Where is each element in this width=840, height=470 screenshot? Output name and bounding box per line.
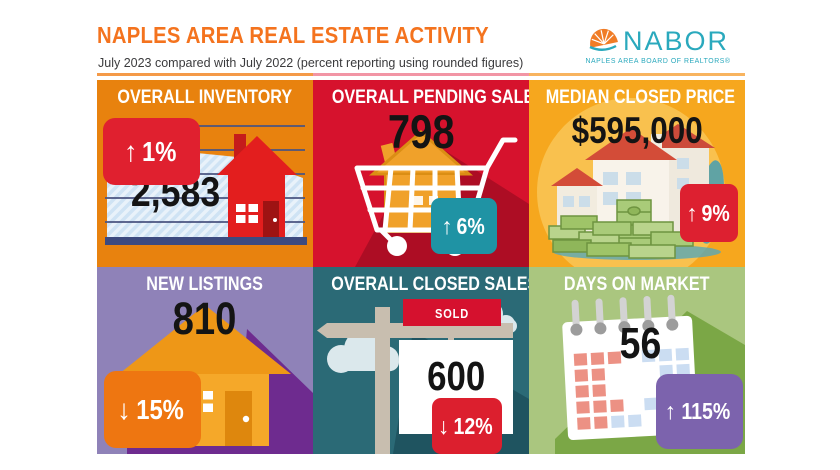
panel-overall-pending-sales: OVERALL PENDING SALES 798 ↑ 6%	[313, 80, 529, 267]
panel-title: DAYS ON MARKET	[564, 274, 710, 295]
panel-title: MEDIAN CLOSED PRICE	[545, 87, 736, 108]
inventory-change-badge: ↑ 1%	[103, 118, 200, 185]
up-arrow-icon: ↑	[664, 398, 676, 424]
new-listings-change-badge: ↓ 15%	[104, 371, 201, 448]
pending-sales-value: 798	[387, 105, 455, 158]
panel-title: OVERALL CLOSED SALES	[331, 274, 529, 295]
up-arrow-icon: ↑	[686, 199, 698, 226]
closed-sales-change-badge: ↓ 12%	[432, 398, 502, 454]
new-listings-value: 810	[173, 293, 237, 344]
panel-title: OVERALL INVENTORY	[117, 87, 293, 108]
logo-name: NABOR	[622, 26, 730, 56]
up-arrow-icon: ↑	[123, 135, 138, 167]
panel-new-listings: NEW LISTINGS 810 ↓ 15%	[97, 267, 313, 454]
days-on-market-change-badge: ↑ 115%	[656, 374, 743, 449]
page-subtitle: July 2023 compared with July 2022 (perce…	[98, 56, 524, 70]
infographic-body: NAPLES AREA REAL ESTATE ACTIVITY July 20…	[97, 12, 745, 454]
down-arrow-icon: ↓	[116, 393, 131, 425]
panel-days-on-market: DAYS ON MARKET 56 ↑ 115%	[529, 267, 745, 454]
panel-median-closed-price: MEDIAN CLOSED PRICE $595,000 ↑ 9%	[529, 80, 745, 267]
days-on-market-value: 56	[619, 319, 661, 368]
sold-banner: SOLD	[434, 305, 470, 321]
house-money-icon	[537, 98, 725, 267]
panel-grid: OVERALL INVENTORY 2,583 ↑ 1%	[97, 80, 745, 454]
change-percent: 12%	[453, 412, 493, 439]
down-arrow-icon: ↓	[437, 412, 450, 439]
pending-sales-change-badge: ↑ 6%	[431, 198, 497, 254]
median-price-change-badge: ↑ 9%	[680, 184, 738, 242]
header-divider	[97, 73, 745, 76]
page-title: NAPLES AREA REAL ESTATE ACTIVITY	[97, 22, 542, 49]
logo-tagline: NAPLES AREA BOARD OF REALTORS®	[585, 58, 731, 65]
shell-icon	[589, 28, 618, 51]
panel-title: NEW LISTINGS	[146, 274, 264, 295]
up-arrow-icon: ↑	[441, 212, 453, 239]
closed-sales-value: 600	[426, 353, 486, 399]
change-percent: 15%	[136, 393, 184, 425]
change-percent: 6%	[456, 212, 485, 239]
nabor-logo: NABOR NAPLES AREA BOARD OF REALTORS®	[573, 26, 743, 65]
panel-title: OVERALL PENDING SALES	[331, 87, 529, 108]
median-price-value: $595,000	[571, 110, 703, 151]
change-percent: 9%	[701, 199, 730, 226]
panel-overall-closed-sales: OVERALL CLOSED SALES SOLD 600 ↓ 12%	[313, 267, 529, 454]
change-percent: 115%	[681, 398, 731, 424]
page-title-text: NAPLES AREA REAL ESTATE ACTIVITY	[97, 22, 489, 48]
panel-overall-inventory: OVERALL INVENTORY 2,583 ↑ 1%	[97, 80, 313, 267]
change-percent: 1%	[141, 135, 177, 167]
